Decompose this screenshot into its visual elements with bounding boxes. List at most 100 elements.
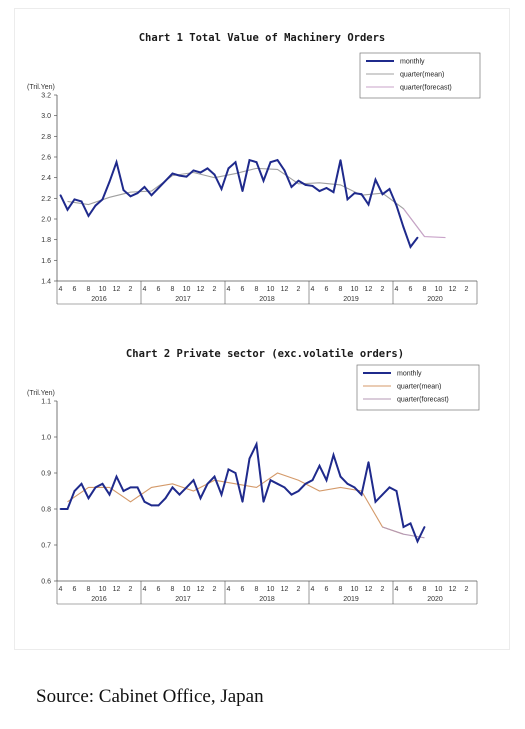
x-tick-label: 10 — [99, 286, 107, 293]
y-tick-label: 3.2 — [41, 93, 51, 100]
series-quarter-forecast-line — [403, 208, 446, 239]
monthly-point — [164, 179, 167, 182]
x-tick-label: 2 — [381, 586, 385, 593]
monthly-point — [304, 482, 307, 485]
monthly-point — [87, 497, 90, 500]
monthly-point — [248, 159, 251, 162]
series-monthly-line — [59, 158, 419, 249]
monthly-point — [192, 479, 195, 482]
x-tick-label: 4 — [227, 586, 231, 593]
monthly-point — [220, 188, 223, 190]
monthly-point — [353, 192, 356, 195]
monthly-point — [262, 500, 265, 503]
x-tick-label: 2 — [297, 286, 301, 293]
x-tick-label: 4 — [227, 286, 231, 293]
x-tick-label: 4 — [311, 586, 315, 593]
monthly-point — [220, 493, 223, 496]
x-tick-label: 2 — [129, 586, 133, 593]
monthly-point — [395, 490, 398, 492]
monthly-point — [87, 215, 90, 217]
monthly-point — [150, 504, 153, 507]
y-tick-label: 0.7 — [41, 543, 51, 550]
monthly-point — [206, 167, 209, 170]
x-tick-label: 2 — [465, 586, 469, 593]
x-tick-label: 4 — [395, 586, 399, 593]
x-tick-label: 4 — [311, 286, 315, 293]
monthly-point — [192, 169, 195, 172]
x-tick-label: 12 — [365, 286, 373, 293]
y-tick-label: 1.6 — [41, 258, 51, 265]
monthly-point — [122, 189, 125, 191]
x-tick-label: 2 — [297, 586, 301, 593]
monthly-point — [262, 179, 265, 182]
x-tick-label: 2 — [465, 286, 469, 293]
monthly-point — [360, 193, 363, 196]
monthly-point — [388, 486, 391, 489]
monthly-point — [395, 204, 398, 207]
y-tick-label: 2.2 — [41, 196, 51, 203]
monthly-point — [178, 493, 181, 496]
monthly-point — [290, 493, 293, 496]
x-tick-label: 10 — [183, 586, 191, 593]
legend-label: quarter(mean) — [397, 384, 441, 391]
year-label: 2017 — [175, 296, 191, 303]
monthly-point — [73, 490, 76, 492]
x-tick-label: 12 — [281, 286, 289, 293]
x-tick-label: 2 — [129, 286, 133, 293]
year-label: 2020 — [427, 296, 443, 303]
monthly-point — [318, 190, 321, 193]
year-label: 2020 — [427, 596, 443, 603]
monthly-point — [234, 161, 237, 164]
x-tick-label: 8 — [423, 586, 427, 593]
x-tick-label: 10 — [267, 286, 275, 293]
monthly-point — [136, 486, 139, 489]
legend-label: monthly — [397, 371, 422, 378]
x-tick-label: 6 — [409, 586, 413, 593]
y-tick-label: 1.4 — [41, 279, 51, 286]
x-tick-label: 12 — [281, 586, 289, 593]
year-label: 2018 — [259, 296, 275, 303]
x-tick-label: 10 — [99, 586, 107, 593]
monthly-point — [129, 486, 132, 489]
monthly-point — [213, 173, 216, 176]
monthly-point — [269, 479, 272, 482]
x-tick-label: 10 — [351, 586, 359, 593]
monthly-point — [227, 167, 230, 170]
year-label: 2018 — [259, 596, 275, 603]
x-tick-label: 8 — [171, 586, 175, 593]
monthly-point — [115, 161, 118, 164]
x-tick-label: 10 — [351, 286, 359, 293]
monthly-point — [367, 203, 370, 206]
x-tick-label: 6 — [73, 586, 77, 593]
monthly-point — [73, 198, 76, 201]
monthly-point — [206, 482, 209, 485]
monthly-point — [311, 185, 314, 187]
series-monthly-line — [60, 440, 426, 544]
y-tick-label: 0.8 — [41, 507, 51, 514]
monthly-point — [416, 236, 419, 239]
x-tick-label: 6 — [325, 286, 329, 293]
monthly-point — [66, 208, 69, 211]
x-tick-label: 12 — [449, 586, 457, 593]
monthly-point — [339, 159, 342, 162]
monthly-point — [332, 191, 335, 194]
monthly-point — [248, 457, 251, 460]
monthly-point — [66, 508, 69, 510]
monthly-point — [115, 475, 118, 478]
x-tick-label: 6 — [241, 586, 245, 593]
monthly-point — [325, 479, 328, 482]
x-tick-label: 8 — [87, 586, 91, 593]
monthly-point — [388, 188, 391, 190]
x-tick-label: 12 — [197, 286, 205, 293]
monthly-point — [94, 486, 97, 489]
year-label: 2019 — [343, 296, 359, 303]
monthly-point — [416, 540, 419, 543]
x-tick-label: 10 — [183, 286, 191, 293]
monthly-point — [283, 169, 286, 172]
monthly-point — [143, 500, 146, 503]
x-tick-label: 4 — [143, 286, 147, 293]
chart-2-private-sector: Chart 2 Private sector (exc.volatile ord… — [27, 348, 480, 605]
monthly-point — [311, 479, 314, 482]
series-quarter-mean-line — [67, 472, 404, 535]
monthly-point — [185, 175, 188, 178]
